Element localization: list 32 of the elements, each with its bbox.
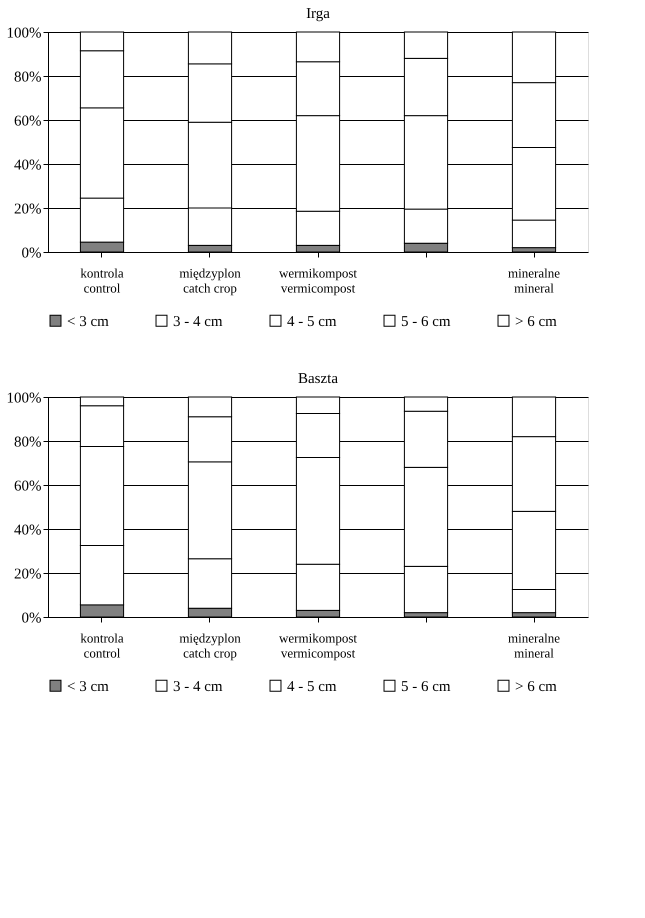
legend-label: 3 - 4 cm (173, 678, 223, 695)
x-tick-label: mineralne mineral (508, 266, 560, 296)
x-tick-label: międzyplon catch crop (179, 266, 242, 296)
legend-label: 5 - 6 cm (401, 314, 451, 330)
x-tick-label: wermikompost vermicompost (279, 266, 358, 296)
y-tick-label: 0% (22, 610, 42, 626)
y-tick-label: 40% (14, 158, 42, 174)
y-tick-label: 60% (14, 478, 42, 494)
x-tick-label: kontrola control (80, 630, 124, 660)
legend-label: 5 - 6 cm (401, 678, 451, 695)
chart-title: Baszta (298, 371, 338, 387)
x-tick-label: kontrola control (80, 266, 124, 296)
y-tick-label: 80% (14, 70, 42, 86)
legend-label: > 6 cm (515, 314, 558, 330)
y-tick-label: 80% (14, 434, 42, 450)
legend-label: > 6 cm (515, 678, 558, 695)
y-tick-label: 100% (6, 26, 42, 42)
chart-title: Irga (306, 6, 330, 22)
x-tick-label: mineralne mineral (508, 630, 560, 660)
x-tick-label: wermikompost vermicompost (279, 630, 358, 660)
y-tick-label: 100% (6, 390, 42, 406)
legend-label: 4 - 5 cm (287, 678, 337, 695)
y-tick-label: 40% (14, 522, 42, 538)
legend-label: < 3 cm (67, 678, 110, 695)
legend-label: 3 - 4 cm (173, 314, 223, 330)
legend-label: 4 - 5 cm (287, 314, 337, 330)
x-tick-label: międzyplon catch crop (179, 630, 242, 660)
y-tick-label: 20% (14, 202, 42, 218)
legend-label: < 3 cm (67, 314, 110, 330)
y-tick-label: 20% (14, 566, 42, 582)
y-tick-label: 60% (14, 114, 42, 130)
y-tick-label: 0% (22, 246, 42, 262)
